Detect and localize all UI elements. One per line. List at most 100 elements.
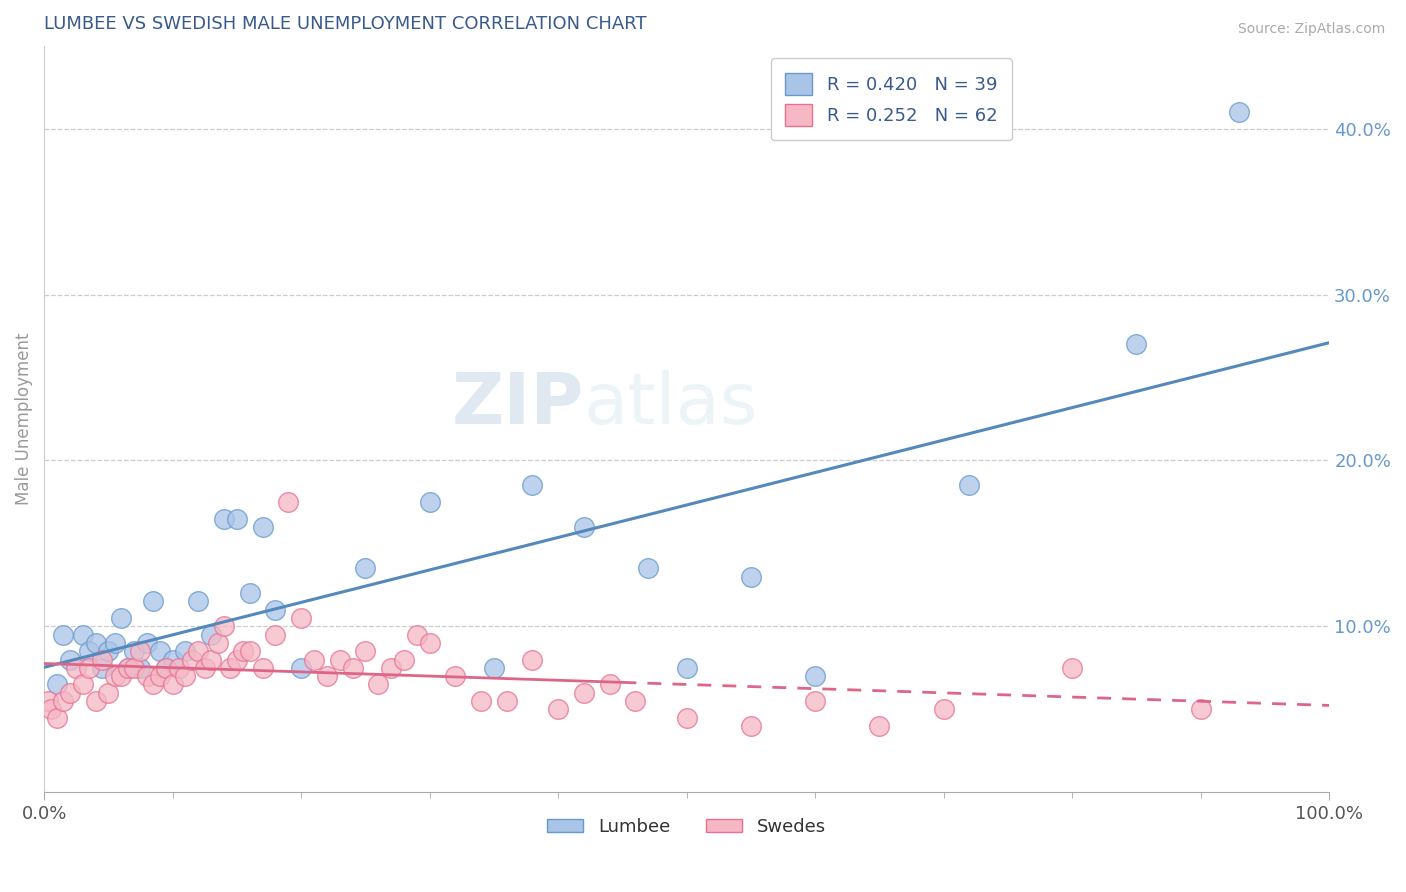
Point xyxy=(174,669,197,683)
Point xyxy=(149,669,172,683)
Point xyxy=(207,636,229,650)
Point xyxy=(162,652,184,666)
Point xyxy=(392,652,415,666)
Point xyxy=(212,619,235,633)
Point xyxy=(380,661,402,675)
Point xyxy=(277,495,299,509)
Point xyxy=(252,520,274,534)
Point xyxy=(367,677,389,691)
Point xyxy=(59,652,82,666)
Point xyxy=(419,495,441,509)
Point xyxy=(599,677,621,691)
Point xyxy=(46,711,69,725)
Point xyxy=(39,702,62,716)
Point xyxy=(869,719,891,733)
Point xyxy=(72,677,94,691)
Point xyxy=(219,661,242,675)
Point xyxy=(495,694,517,708)
Point xyxy=(129,661,152,675)
Point xyxy=(547,702,569,716)
Point xyxy=(740,719,762,733)
Point xyxy=(200,628,222,642)
Point xyxy=(117,661,139,675)
Legend: R = 0.420   N = 39, R = 0.252   N = 62: R = 0.420 N = 39, R = 0.252 N = 62 xyxy=(770,59,1012,140)
Point xyxy=(122,644,145,658)
Point xyxy=(302,652,325,666)
Point xyxy=(354,561,377,575)
Point xyxy=(97,686,120,700)
Point xyxy=(52,628,75,642)
Point xyxy=(142,677,165,691)
Point xyxy=(110,611,132,625)
Point xyxy=(187,644,209,658)
Point xyxy=(354,644,377,658)
Y-axis label: Male Unemployment: Male Unemployment xyxy=(15,333,32,505)
Point xyxy=(804,669,827,683)
Point xyxy=(72,628,94,642)
Point xyxy=(155,661,177,675)
Point xyxy=(129,644,152,658)
Point xyxy=(624,694,647,708)
Point xyxy=(104,669,127,683)
Point xyxy=(52,694,75,708)
Point xyxy=(1062,661,1084,675)
Point xyxy=(187,594,209,608)
Point xyxy=(77,661,100,675)
Text: LUMBEE VS SWEDISH MALE UNEMPLOYMENT CORRELATION CHART: LUMBEE VS SWEDISH MALE UNEMPLOYMENT CORR… xyxy=(44,15,647,33)
Point xyxy=(239,644,262,658)
Point xyxy=(135,636,157,650)
Point xyxy=(329,652,352,666)
Point xyxy=(232,644,254,658)
Point xyxy=(194,661,217,675)
Point xyxy=(135,669,157,683)
Point xyxy=(675,661,697,675)
Point xyxy=(225,511,247,525)
Point xyxy=(740,569,762,583)
Point xyxy=(419,636,441,650)
Point xyxy=(97,644,120,658)
Point xyxy=(37,694,59,708)
Point xyxy=(315,669,337,683)
Point xyxy=(290,611,312,625)
Point xyxy=(675,711,697,725)
Point xyxy=(122,661,145,675)
Point xyxy=(572,520,595,534)
Point xyxy=(142,594,165,608)
Point xyxy=(225,652,247,666)
Point xyxy=(162,677,184,691)
Point xyxy=(405,628,427,642)
Point xyxy=(1125,337,1147,351)
Point xyxy=(264,628,287,642)
Point xyxy=(637,561,659,575)
Point xyxy=(167,661,190,675)
Point xyxy=(252,661,274,675)
Text: Source: ZipAtlas.com: Source: ZipAtlas.com xyxy=(1237,22,1385,37)
Point xyxy=(155,661,177,675)
Point xyxy=(91,661,114,675)
Point xyxy=(482,661,505,675)
Point xyxy=(91,652,114,666)
Point xyxy=(804,694,827,708)
Point xyxy=(174,644,197,658)
Point xyxy=(522,652,544,666)
Point xyxy=(84,636,107,650)
Point xyxy=(77,644,100,658)
Point xyxy=(572,686,595,700)
Point xyxy=(522,478,544,492)
Point xyxy=(470,694,492,708)
Point xyxy=(932,702,955,716)
Point xyxy=(46,677,69,691)
Point xyxy=(200,652,222,666)
Point xyxy=(444,669,467,683)
Text: atlas: atlas xyxy=(583,369,758,439)
Point xyxy=(59,686,82,700)
Point xyxy=(110,669,132,683)
Point xyxy=(84,694,107,708)
Point xyxy=(1189,702,1212,716)
Point xyxy=(149,644,172,658)
Text: ZIP: ZIP xyxy=(451,369,583,439)
Point xyxy=(212,511,235,525)
Point xyxy=(264,603,287,617)
Point xyxy=(290,661,312,675)
Point xyxy=(239,586,262,600)
